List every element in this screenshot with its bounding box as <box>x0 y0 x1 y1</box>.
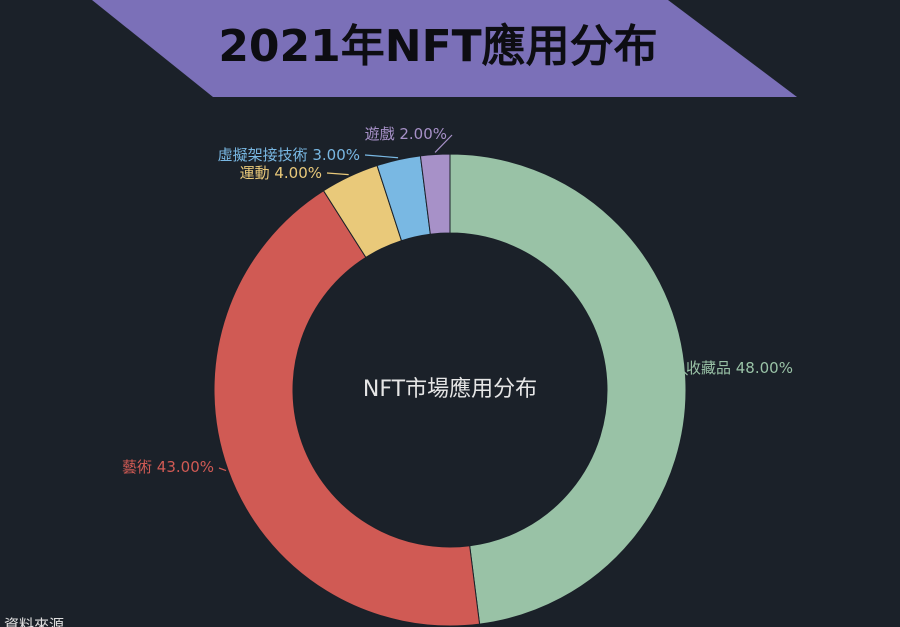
leader-line-2 <box>218 467 227 472</box>
donut-center-label: NFT市場應用分布 <box>363 376 537 402</box>
slice-label-1: 收藏品 48.00% <box>686 359 793 377</box>
slice-label-2: 藝術 43.00% <box>122 458 214 476</box>
slice-label-4: 虛擬架接技術 3.00% <box>218 146 360 164</box>
donut-slices <box>213 153 687 627</box>
slice-label-5: 遊戲 2.00% <box>365 125 447 143</box>
source-note: 資料來源 <box>4 616 65 627</box>
title-banner <box>92 0 797 97</box>
slice-label-3: 運動 4.00% <box>240 164 322 182</box>
donut-slice-2 <box>213 190 481 627</box>
chart-title: 2021年NFT應用分布 <box>218 21 657 72</box>
slice-labels: 收藏品 48.00% 藝術 43.00% 運動 4.00%虛擬架接技術 3.00% 遊… <box>122 125 793 476</box>
leader-line-1 <box>679 367 688 376</box>
donut-slice-1 <box>449 153 687 625</box>
leader-line-4 <box>364 154 399 159</box>
donut-slice-5 <box>419 153 451 235</box>
leader-line-3 <box>326 172 349 176</box>
leader-line-5 <box>434 134 453 153</box>
